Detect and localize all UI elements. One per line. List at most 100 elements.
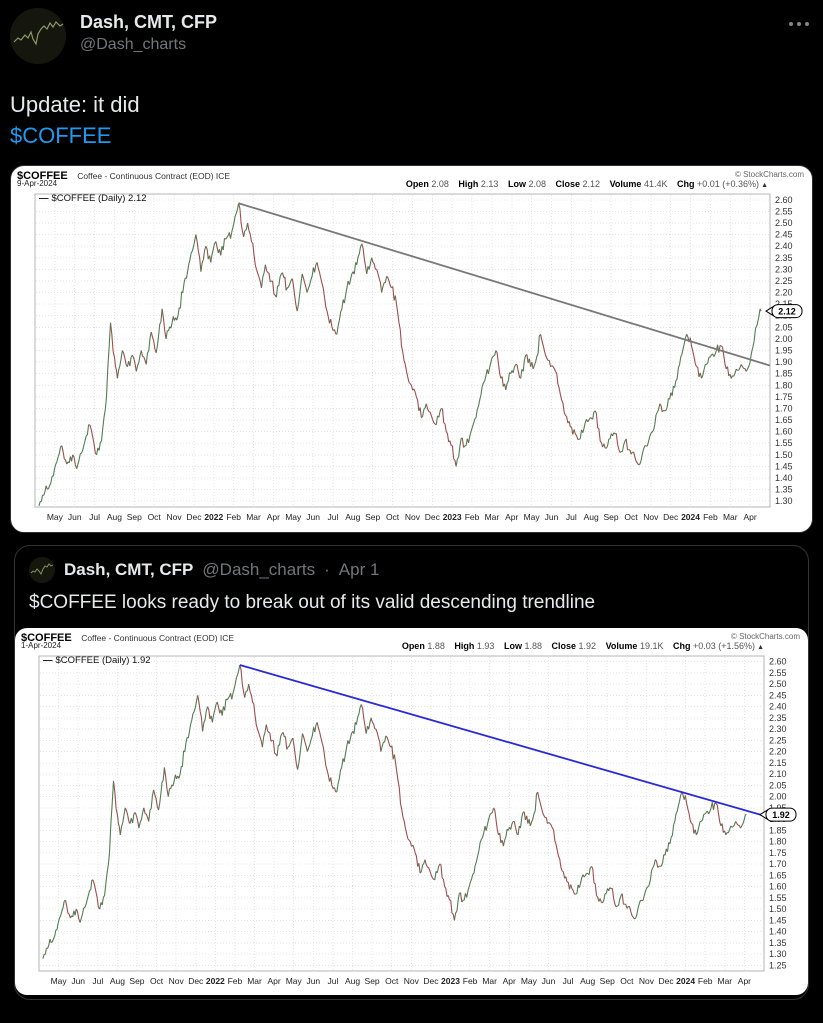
- legend-line-swatch: —: [39, 193, 49, 204]
- svg-text:1.60: 1.60: [769, 882, 787, 892]
- svg-text:Jul: Jul: [89, 512, 100, 522]
- more-options-button[interactable]: [785, 18, 813, 30]
- author-handle: @Dash_charts: [80, 36, 187, 53]
- avatar-sparkline-image: [29, 557, 55, 583]
- svg-text:2.10: 2.10: [769, 769, 787, 779]
- svg-text:Feb: Feb: [698, 976, 713, 986]
- svg-text:1.60: 1.60: [775, 427, 793, 437]
- chart-image-main[interactable]: $COFFEE Coffee - Continuous Contract (EO…: [10, 165, 813, 533]
- svg-text:Jun: Jun: [68, 512, 82, 522]
- svg-text:2024: 2024: [676, 976, 695, 986]
- svg-text:1.85: 1.85: [769, 825, 787, 835]
- svg-text:Oct: Oct: [386, 512, 400, 522]
- svg-text:2.20: 2.20: [769, 747, 787, 757]
- svg-text:2.30: 2.30: [775, 264, 793, 274]
- svg-text:Mar: Mar: [246, 512, 261, 522]
- svg-text:Nov: Nov: [639, 976, 655, 986]
- svg-text:Mar: Mar: [723, 512, 738, 522]
- cashtag-link[interactable]: $COFFEE: [10, 123, 112, 148]
- svg-text:2.35: 2.35: [775, 253, 793, 263]
- chg-value: +0.03 (+1.56%): [693, 641, 756, 651]
- svg-text:Aug: Aug: [107, 512, 122, 522]
- svg-text:Jul: Jul: [327, 976, 338, 986]
- svg-text:1.50: 1.50: [775, 450, 793, 460]
- svg-text:2.40: 2.40: [775, 241, 793, 251]
- avatar[interactable]: [10, 8, 66, 64]
- svg-text:1.30: 1.30: [775, 496, 793, 506]
- svg-text:Jun: Jun: [542, 976, 556, 986]
- svg-text:2.40: 2.40: [769, 702, 787, 712]
- svg-text:1.85: 1.85: [775, 369, 793, 379]
- tweet-text-line: Update: it did: [10, 92, 140, 117]
- svg-text:Apr: Apr: [503, 976, 516, 986]
- avatar-sparkline-image: [10, 8, 66, 64]
- dot-icon: [789, 22, 793, 26]
- open-label: Open: [405, 179, 429, 189]
- dot-icon: [805, 22, 809, 26]
- svg-text:Sep: Sep: [600, 976, 615, 986]
- chart-description: Coffee - Continuous Contract (EOD) ICE: [77, 171, 231, 181]
- low-value: 2.08: [528, 179, 546, 189]
- author-block: Dash, CMT, CFP @Dash_charts: [80, 8, 217, 55]
- svg-text:1.92: 1.92: [772, 810, 790, 820]
- quoted-tweet[interactable]: Dash, CMT, CFP @Dash_charts · Apr 1 $COF…: [14, 545, 809, 1000]
- open-value: 1.88: [427, 641, 445, 651]
- quote-author-name[interactable]: Dash, CMT, CFP: [64, 560, 194, 579]
- svg-text:2.00: 2.00: [775, 334, 793, 344]
- svg-text:Oct: Oct: [620, 976, 634, 986]
- svg-text:Nov: Nov: [169, 976, 185, 986]
- tweet: Dash, CMT, CFP @Dash_charts Update: it d…: [10, 8, 813, 1000]
- high-value: 1.93: [476, 641, 495, 651]
- chart-legend: — $COFFEE (Daily) 2.12: [39, 193, 147, 204]
- svg-text:1.70: 1.70: [775, 403, 793, 413]
- svg-text:1.75: 1.75: [775, 392, 793, 402]
- svg-text:2023: 2023: [443, 512, 462, 522]
- chart-image-quoted[interactable]: $COFFEE Coffee - Continuous Contract (EO…: [15, 628, 808, 995]
- svg-text:May: May: [51, 976, 68, 986]
- svg-text:2023: 2023: [441, 976, 460, 986]
- svg-text:1.35: 1.35: [769, 938, 787, 948]
- svg-text:Mar: Mar: [485, 512, 500, 522]
- svg-text:Sep: Sep: [129, 976, 144, 986]
- svg-text:2.50: 2.50: [775, 218, 793, 228]
- svg-text:Apr: Apr: [505, 512, 518, 522]
- quote-date[interactable]: Apr 1: [338, 560, 380, 579]
- svg-text:May: May: [285, 512, 302, 522]
- svg-text:2.60: 2.60: [775, 195, 793, 205]
- svg-text:1.35: 1.35: [775, 485, 793, 495]
- svg-text:Sep: Sep: [127, 512, 142, 522]
- svg-text:2.00: 2.00: [769, 792, 787, 802]
- svg-text:2.20: 2.20: [775, 288, 793, 298]
- svg-text:Jul: Jul: [328, 512, 339, 522]
- svg-text:1.40: 1.40: [769, 927, 787, 937]
- svg-text:Mar: Mar: [717, 976, 732, 986]
- svg-text:1.65: 1.65: [775, 415, 793, 425]
- volume-value: 19.1K: [639, 641, 664, 651]
- svg-text:Nov: Nov: [166, 512, 182, 522]
- svg-text:1.90: 1.90: [775, 357, 793, 367]
- svg-text:1.55: 1.55: [769, 893, 787, 903]
- svg-text:Nov: Nov: [404, 976, 420, 986]
- svg-text:Dec: Dec: [188, 976, 204, 986]
- author-name[interactable]: Dash, CMT, CFP: [80, 12, 218, 32]
- svg-text:Jun: Jun: [545, 512, 559, 522]
- svg-text:May: May: [524, 512, 541, 522]
- svg-text:Dec: Dec: [658, 976, 674, 986]
- svg-text:Aug: Aug: [345, 512, 360, 522]
- svg-text:Feb: Feb: [463, 976, 478, 986]
- svg-text:Aug: Aug: [580, 976, 595, 986]
- svg-text:2022: 2022: [204, 512, 223, 522]
- chart-subheader: 9-Apr-2024 Open 2.08 High 2.13 Low 2.08 …: [11, 179, 812, 190]
- svg-text:1.95: 1.95: [775, 346, 793, 356]
- svg-text:Dec: Dec: [663, 512, 679, 522]
- svg-text:1.55: 1.55: [775, 438, 793, 448]
- svg-text:2.30: 2.30: [769, 724, 787, 734]
- up-arrow-icon: ▲: [757, 644, 764, 651]
- svg-text:Sep: Sep: [365, 976, 380, 986]
- svg-text:1.45: 1.45: [775, 461, 793, 471]
- svg-text:Mar: Mar: [482, 976, 497, 986]
- price-plot: 2.602.552.502.452.402.352.302.252.202.15…: [34, 193, 803, 522]
- svg-text:May: May: [47, 512, 64, 522]
- svg-text:1.40: 1.40: [775, 473, 793, 483]
- quote-avatar[interactable]: [29, 557, 55, 583]
